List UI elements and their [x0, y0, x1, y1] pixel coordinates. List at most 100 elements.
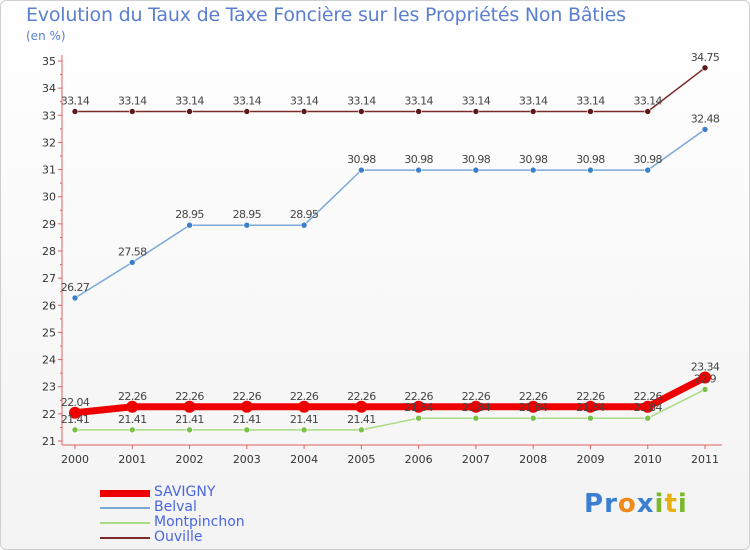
- legend-swatch-belval: [100, 507, 150, 509]
- data-label-montpinchon: 21.84: [576, 401, 605, 414]
- data-point-ouville: [472, 108, 480, 115]
- data-label-ouville: 33.14: [519, 94, 548, 107]
- data-point-savigny: [183, 400, 196, 413]
- data-label-savigny: 22.26: [633, 390, 662, 403]
- data-point-savigny: [240, 400, 253, 413]
- data-label-ouville: 33.14: [61, 94, 90, 107]
- data-point-belval: [358, 166, 365, 174]
- data-label-ouville: 33.14: [404, 94, 433, 107]
- data-point-ouville: [587, 108, 594, 115]
- data-label-savigny: 22.26: [233, 390, 262, 403]
- data-label-belval: 30.98: [462, 153, 491, 166]
- data-label-montpinchon: 21.84: [633, 401, 662, 414]
- data-label-montpinchon: 21.41: [233, 413, 262, 426]
- y-axis-unit: (en %): [26, 29, 66, 43]
- y-tick-label: 23: [42, 381, 56, 394]
- x-tick-label: 2007: [462, 453, 490, 466]
- data-label-savigny: 22.26: [118, 390, 147, 403]
- data-point-ouville: [243, 108, 251, 115]
- logo-letter: P: [584, 489, 605, 519]
- data-point-montpinchon: [415, 414, 422, 422]
- data-label-savigny: 23.34: [691, 360, 720, 373]
- data-point-montpinchon: [358, 426, 365, 434]
- data-label-savigny: 22.26: [462, 390, 491, 403]
- data-label-montpinchon: 21.41: [347, 413, 376, 426]
- series-line-savigny: [71, 373, 709, 417]
- data-label-belval: 28.95: [233, 208, 262, 221]
- data-label-belval: 26.27: [61, 281, 90, 294]
- data-point-montpinchon: [587, 414, 594, 422]
- data-point-savigny: [126, 400, 139, 413]
- data-label-belval: 30.98: [404, 153, 433, 166]
- legend-label-montpinchon: Montpinchon: [154, 514, 245, 530]
- legend-swatch-savigny: [100, 489, 150, 497]
- data-label-montpinchon: 21.41: [290, 413, 319, 426]
- x-tick-label: 2011: [691, 453, 719, 466]
- data-point-belval: [300, 221, 308, 229]
- data-point-montpinchon: [186, 426, 193, 434]
- x-tick-label: 2001: [118, 453, 146, 466]
- logo-letter: o: [617, 489, 637, 519]
- data-point-belval: [701, 126, 709, 133]
- data-point-savigny: [699, 371, 711, 384]
- data-label-ouville: 33.14: [633, 94, 662, 107]
- data-point-montpinchon: [243, 426, 251, 434]
- data-label-belval: 30.98: [576, 153, 605, 166]
- x-tick-label: 2009: [576, 453, 604, 466]
- x-tick-label: 2002: [176, 453, 204, 466]
- data-label-belval: 30.98: [347, 153, 376, 166]
- logo-letter: r: [604, 489, 618, 519]
- y-tick-label: 21: [42, 435, 56, 448]
- data-point-montpinchon: [128, 426, 136, 434]
- series-line-montpinchon: [74, 388, 706, 431]
- y-tick-label: 22: [42, 408, 56, 421]
- x-tick-label: 2000: [61, 453, 89, 466]
- data-point-ouville: [71, 108, 79, 115]
- data-label-savigny: 22.26: [175, 390, 204, 403]
- y-tick-label: 31: [42, 164, 56, 177]
- data-label-ouville: 33.14: [462, 94, 491, 107]
- y-tick-label: 35: [42, 55, 56, 68]
- x-tick-label: 2005: [347, 453, 375, 466]
- x-tick-label: 2004: [290, 453, 318, 466]
- logo-letter: t: [664, 489, 678, 519]
- x-tick-label: 2010: [634, 453, 662, 466]
- data-label-montpinchon: 21.84: [404, 401, 433, 414]
- x-tick-label: 2003: [233, 453, 261, 466]
- data-point-ouville: [529, 108, 537, 115]
- data-label-savigny: 22.26: [347, 390, 376, 403]
- data-point-savigny: [527, 400, 540, 413]
- legend-swatch-montpinchon: [100, 522, 150, 524]
- data-label-montpinchon: 21.84: [462, 401, 491, 414]
- legend-swatch-ouville: [100, 537, 150, 539]
- y-tick-label: 33: [42, 109, 56, 122]
- data-point-savigny: [641, 400, 654, 413]
- series-line-belval: [74, 128, 706, 299]
- data-point-savigny: [298, 400, 311, 413]
- x-tick-label: 2008: [519, 453, 547, 466]
- legend-label-belval: Belval: [154, 499, 197, 515]
- data-point-savigny: [584, 400, 597, 413]
- data-point-ouville: [415, 108, 422, 115]
- data-label-belval: 30.98: [519, 153, 548, 166]
- data-point-belval: [243, 221, 251, 229]
- data-label-ouville: 33.14: [290, 94, 319, 107]
- y-tick-label: 27: [42, 272, 56, 285]
- data-label-montpinchon: 21.41: [118, 413, 147, 426]
- data-point-savigny: [355, 400, 368, 413]
- data-label-savigny: 22.26: [290, 390, 319, 403]
- data-label-montpinchon: 21.41: [175, 413, 204, 426]
- data-point-montpinchon: [644, 414, 652, 422]
- chart-title: Evolution du Taux de Taxe Foncière sur l…: [26, 4, 626, 26]
- data-point-belval: [644, 166, 652, 174]
- legend-label-savigny: SAVIGNY: [154, 484, 216, 500]
- y-tick-label: 25: [42, 326, 56, 339]
- data-point-ouville: [358, 108, 365, 115]
- y-tick-label: 30: [42, 191, 56, 204]
- y-tick-label: 29: [42, 218, 56, 231]
- data-label-montpinchon: 21.84: [519, 401, 548, 414]
- data-label-belval: 27.58: [118, 245, 147, 258]
- data-point-belval: [415, 166, 422, 174]
